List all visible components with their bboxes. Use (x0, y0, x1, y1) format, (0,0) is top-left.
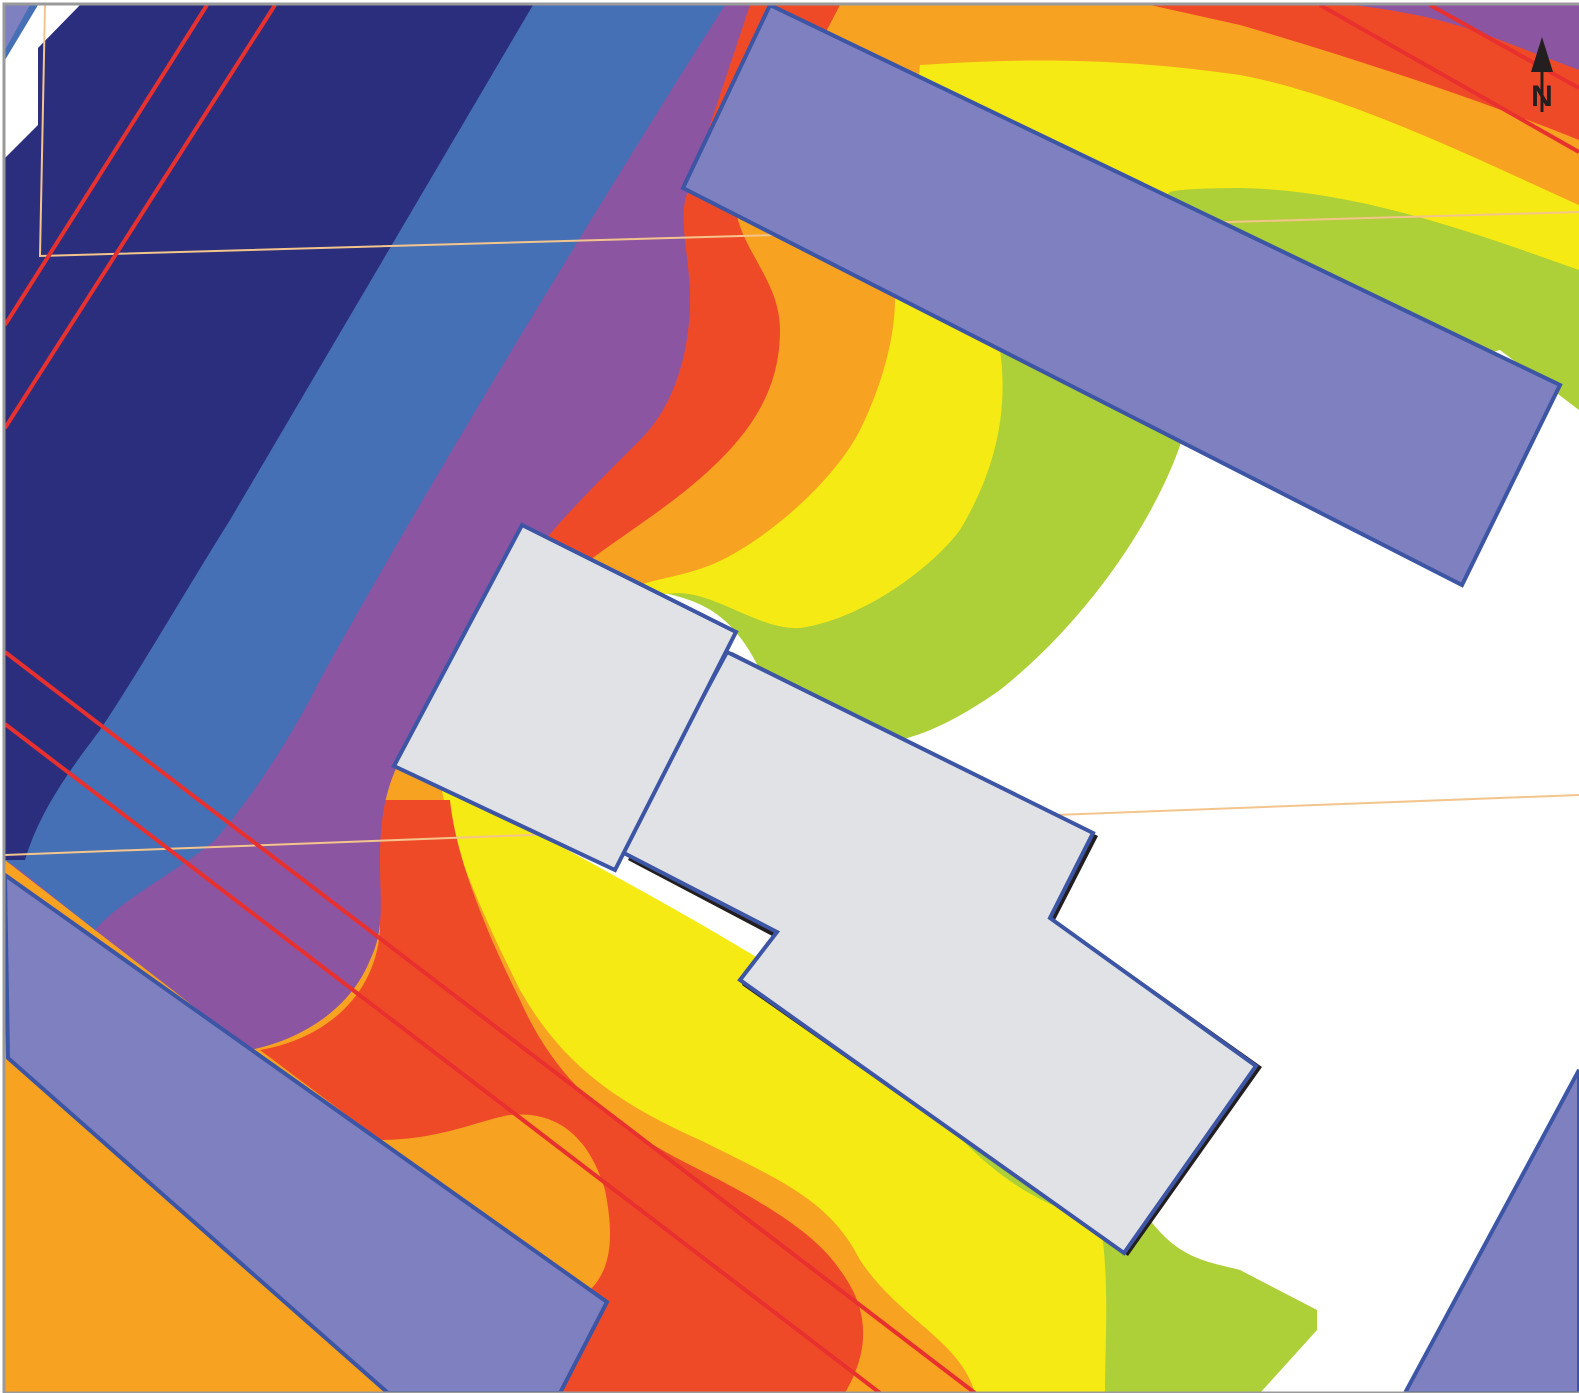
red-line-2 (3, 3, 277, 430)
building-main-wing (617, 649, 1259, 1256)
north-label: N (1531, 80, 1553, 113)
road-top-left-corner (5, 5, 30, 50)
red-line-6 (1429, 3, 1579, 90)
red-line-3 (3, 650, 977, 1393)
north-arrow-head (1531, 37, 1553, 72)
north-arrow-icon: N (1531, 37, 1553, 113)
road-bottom-right (1402, 1069, 1579, 1393)
red-line-1 (3, 3, 209, 327)
red-line-5 (1319, 3, 1579, 154)
corner-notch (5, 5, 80, 158)
building-north-wing (391, 522, 739, 873)
building (391, 522, 1262, 1256)
red-line-4 (3, 722, 882, 1393)
road-top (680, 2, 1563, 588)
road-bottom-left (2, 871, 610, 1393)
